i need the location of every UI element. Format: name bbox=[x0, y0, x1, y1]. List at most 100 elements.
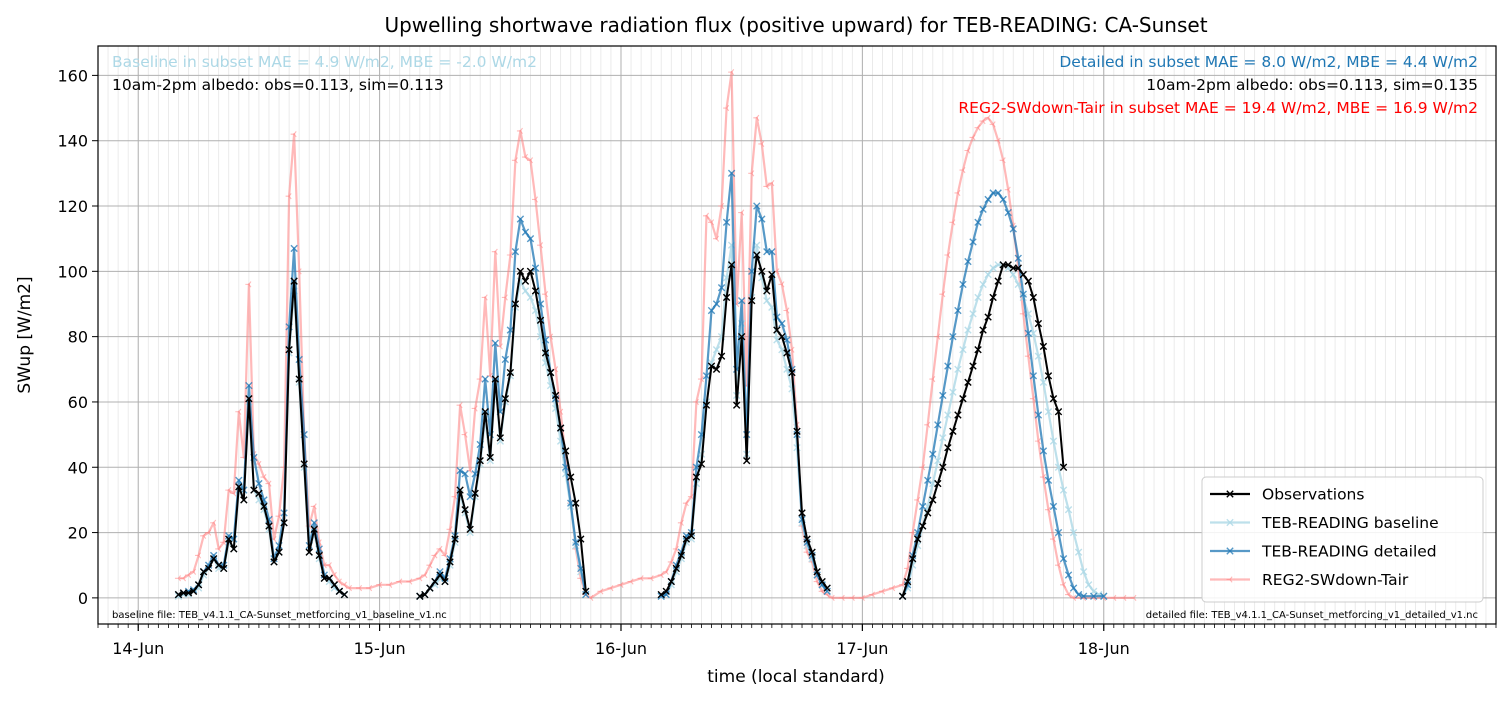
data-point-marker bbox=[934, 457, 942, 465]
detailed-albedo-annotation: 10am-2pm albedo: obs=0.113, sim=0.135 bbox=[1146, 76, 1478, 94]
data-point-marker bbox=[1069, 528, 1078, 537]
data-point-marker bbox=[481, 408, 489, 416]
data-point-marker bbox=[1110, 594, 1117, 602]
data-point-marker bbox=[979, 117, 986, 125]
data-point-marker bbox=[702, 372, 711, 380]
data-point-marker bbox=[305, 548, 313, 556]
data-point-marker bbox=[717, 352, 726, 360]
data-point-marker bbox=[763, 287, 771, 295]
data-point-marker bbox=[737, 332, 746, 341]
data-point-marker bbox=[1039, 447, 1048, 455]
data-point-marker bbox=[567, 473, 575, 481]
data-point-marker bbox=[471, 405, 478, 412]
data-point-marker bbox=[712, 300, 721, 308]
data-point-marker bbox=[723, 104, 730, 112]
data-point-marker bbox=[999, 157, 1006, 164]
data-point-marker bbox=[924, 476, 932, 485]
data-point-marker bbox=[577, 535, 585, 543]
data-point-marker bbox=[1130, 594, 1137, 602]
data-point-marker bbox=[763, 183, 770, 190]
data-point-marker bbox=[969, 134, 976, 141]
data-point-marker bbox=[526, 267, 535, 276]
data-point-marker bbox=[461, 431, 468, 438]
data-point-marker bbox=[657, 590, 665, 599]
data-point-marker bbox=[798, 509, 806, 517]
data-point-marker bbox=[330, 581, 339, 589]
data-point-marker bbox=[376, 581, 383, 588]
data-point-marker bbox=[486, 372, 493, 379]
data-point-marker bbox=[929, 375, 936, 383]
data-point-marker bbox=[1014, 264, 1022, 272]
data-point-marker bbox=[823, 587, 831, 596]
data-point-marker bbox=[1069, 584, 1078, 592]
data-point-marker bbox=[335, 578, 342, 585]
data-point-marker bbox=[1055, 562, 1062, 569]
data-point-marker bbox=[436, 571, 444, 579]
data-point-marker bbox=[1019, 290, 1027, 298]
data-point-marker bbox=[245, 381, 253, 390]
data-point-marker bbox=[547, 333, 554, 340]
data-point-marker bbox=[325, 562, 332, 569]
data-point-marker bbox=[310, 503, 317, 510]
data-point-marker bbox=[516, 127, 523, 135]
data-point-marker bbox=[340, 581, 347, 588]
data-point-marker bbox=[924, 421, 931, 428]
data-point-marker bbox=[748, 297, 756, 305]
data-point-marker bbox=[1004, 261, 1012, 269]
data-point-marker bbox=[753, 114, 760, 121]
data-point-marker bbox=[758, 215, 766, 223]
data-point-marker bbox=[763, 297, 771, 305]
data-point-marker bbox=[712, 365, 721, 373]
data-point-marker bbox=[426, 562, 433, 569]
data-point-marker bbox=[1014, 254, 1022, 262]
data-point-marker bbox=[265, 480, 272, 487]
data-point-marker bbox=[436, 568, 444, 576]
data-point-marker bbox=[722, 293, 731, 302]
data-point-marker bbox=[481, 294, 488, 301]
data-point-marker bbox=[230, 545, 238, 553]
data-point-marker bbox=[722, 218, 731, 227]
data-point-marker bbox=[939, 463, 947, 471]
legend-label: TEB-READING detailed bbox=[1261, 543, 1437, 561]
y-axis-label: SWup [W/m2] bbox=[15, 276, 35, 393]
data-point-marker bbox=[471, 489, 479, 498]
data-point-marker bbox=[511, 300, 520, 308]
data-point-marker bbox=[667, 558, 674, 566]
data-point-marker bbox=[345, 584, 352, 592]
data-point-marker bbox=[1024, 277, 1033, 285]
data-point-marker bbox=[431, 552, 438, 559]
data-point-marker bbox=[526, 293, 535, 302]
data-point-marker bbox=[537, 242, 544, 249]
data-point-marker bbox=[1019, 270, 1027, 279]
data-point-marker bbox=[250, 486, 258, 494]
data-point-marker bbox=[682, 500, 689, 507]
data-point-marker bbox=[491, 339, 499, 347]
data-point-marker bbox=[994, 277, 1002, 285]
data-point-marker bbox=[421, 590, 429, 599]
data-point-marker bbox=[944, 443, 952, 452]
data-point-marker bbox=[964, 378, 972, 387]
data-point-marker bbox=[949, 332, 957, 341]
data-point-marker bbox=[531, 287, 540, 295]
data-point-marker bbox=[697, 375, 704, 383]
chart-title: Upwelling shortwave radiation flux (posi… bbox=[384, 13, 1207, 37]
data-point-marker bbox=[215, 545, 222, 553]
data-point-marker bbox=[979, 205, 987, 213]
data-point-marker bbox=[582, 590, 590, 599]
data-point-marker bbox=[1226, 547, 1234, 555]
data-point-marker bbox=[934, 421, 942, 429]
legend-label: TEB-READING baseline bbox=[1261, 514, 1439, 532]
data-point-marker bbox=[677, 551, 686, 560]
series-line bbox=[419, 270, 587, 598]
data-point-marker bbox=[532, 196, 539, 203]
data-point-marker bbox=[501, 355, 510, 364]
data-point-marker bbox=[974, 218, 982, 227]
data-point-marker bbox=[1226, 576, 1233, 583]
data-point-marker bbox=[707, 359, 716, 367]
data-point-marker bbox=[662, 587, 670, 596]
data-point-marker bbox=[758, 267, 766, 276]
data-point-marker bbox=[245, 394, 253, 403]
data-point-marker bbox=[451, 535, 459, 543]
data-point-marker bbox=[1090, 592, 1098, 600]
data-point-marker bbox=[265, 522, 273, 530]
